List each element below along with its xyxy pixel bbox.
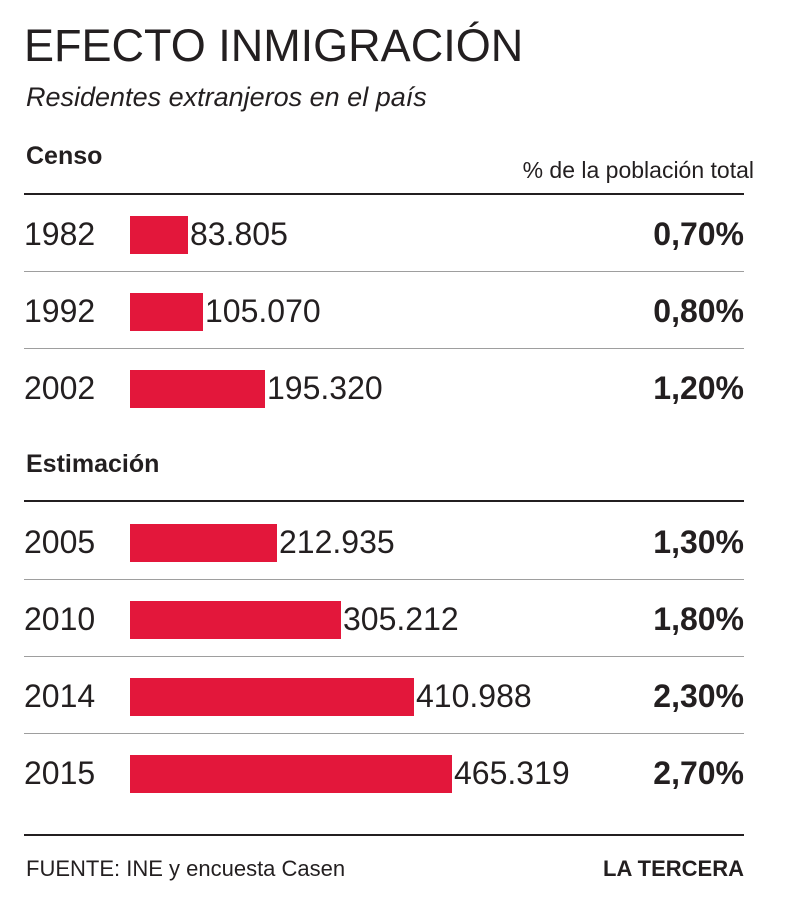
value-label: 305.212 [343,601,459,637]
bar [130,370,265,408]
bar-row: 2010 305.212 1,80% [24,581,744,657]
footer-rule [24,834,744,836]
year-label: 2015 [24,755,96,791]
group-label-estimacion: Estimación [26,450,160,478]
row-divider [24,733,744,734]
bar [130,601,341,639]
bar [130,755,452,793]
pct-label: 1,20% [653,370,744,406]
chart-title: EFECTO INMIGRACIÓN [24,20,524,71]
pct-label: 0,70% [653,216,744,252]
pct-label: 2,30% [653,678,744,714]
bar [130,524,277,562]
pct-label: 2,70% [653,755,744,791]
bar [130,216,188,254]
group-rule-estimacion [24,500,744,502]
value-label: 212.935 [279,524,395,560]
year-label: 2010 [24,601,96,637]
value-label: 195.320 [267,370,383,406]
bar [130,293,203,331]
year-label: 2005 [24,524,96,560]
year-label: 2002 [24,370,96,406]
year-label: 2014 [24,678,96,714]
brand-logo: LA TERCERA [603,856,744,881]
chart-subtitle: Residentes extranjeros en el país [26,82,427,112]
row-divider [24,271,744,272]
bar-row: 1982 83.805 0,70% [24,196,744,272]
bar-row: 2015 465.319 2,70% [24,735,744,811]
value-label: 410.988 [416,678,532,714]
group-label-censo: Censo [26,142,103,170]
pct-label: 1,30% [653,524,744,560]
bar-row: 2002 195.320 1,20% [24,350,744,426]
group-rule-censo [24,193,744,195]
bar-row: 1992 105.070 0,80% [24,273,744,349]
row-divider [24,348,744,349]
source-note: FUENTE: INE y encuesta Casen [26,856,346,881]
bar-row: 2014 410.988 2,30% [24,658,744,734]
value-label: 105.070 [205,293,321,329]
row-divider [24,656,744,657]
year-label: 1982 [24,216,96,252]
pct-label: 0,80% [653,293,744,329]
pct-column-header: % de la población total [522,157,754,183]
row-divider [24,579,744,580]
value-label: 465.319 [454,755,570,791]
value-label: 83.805 [190,216,288,252]
bar [130,678,414,716]
pct-label: 1,80% [653,601,744,637]
year-label: 1992 [24,293,96,329]
bar-row: 2005 212.935 1,30% [24,504,744,580]
